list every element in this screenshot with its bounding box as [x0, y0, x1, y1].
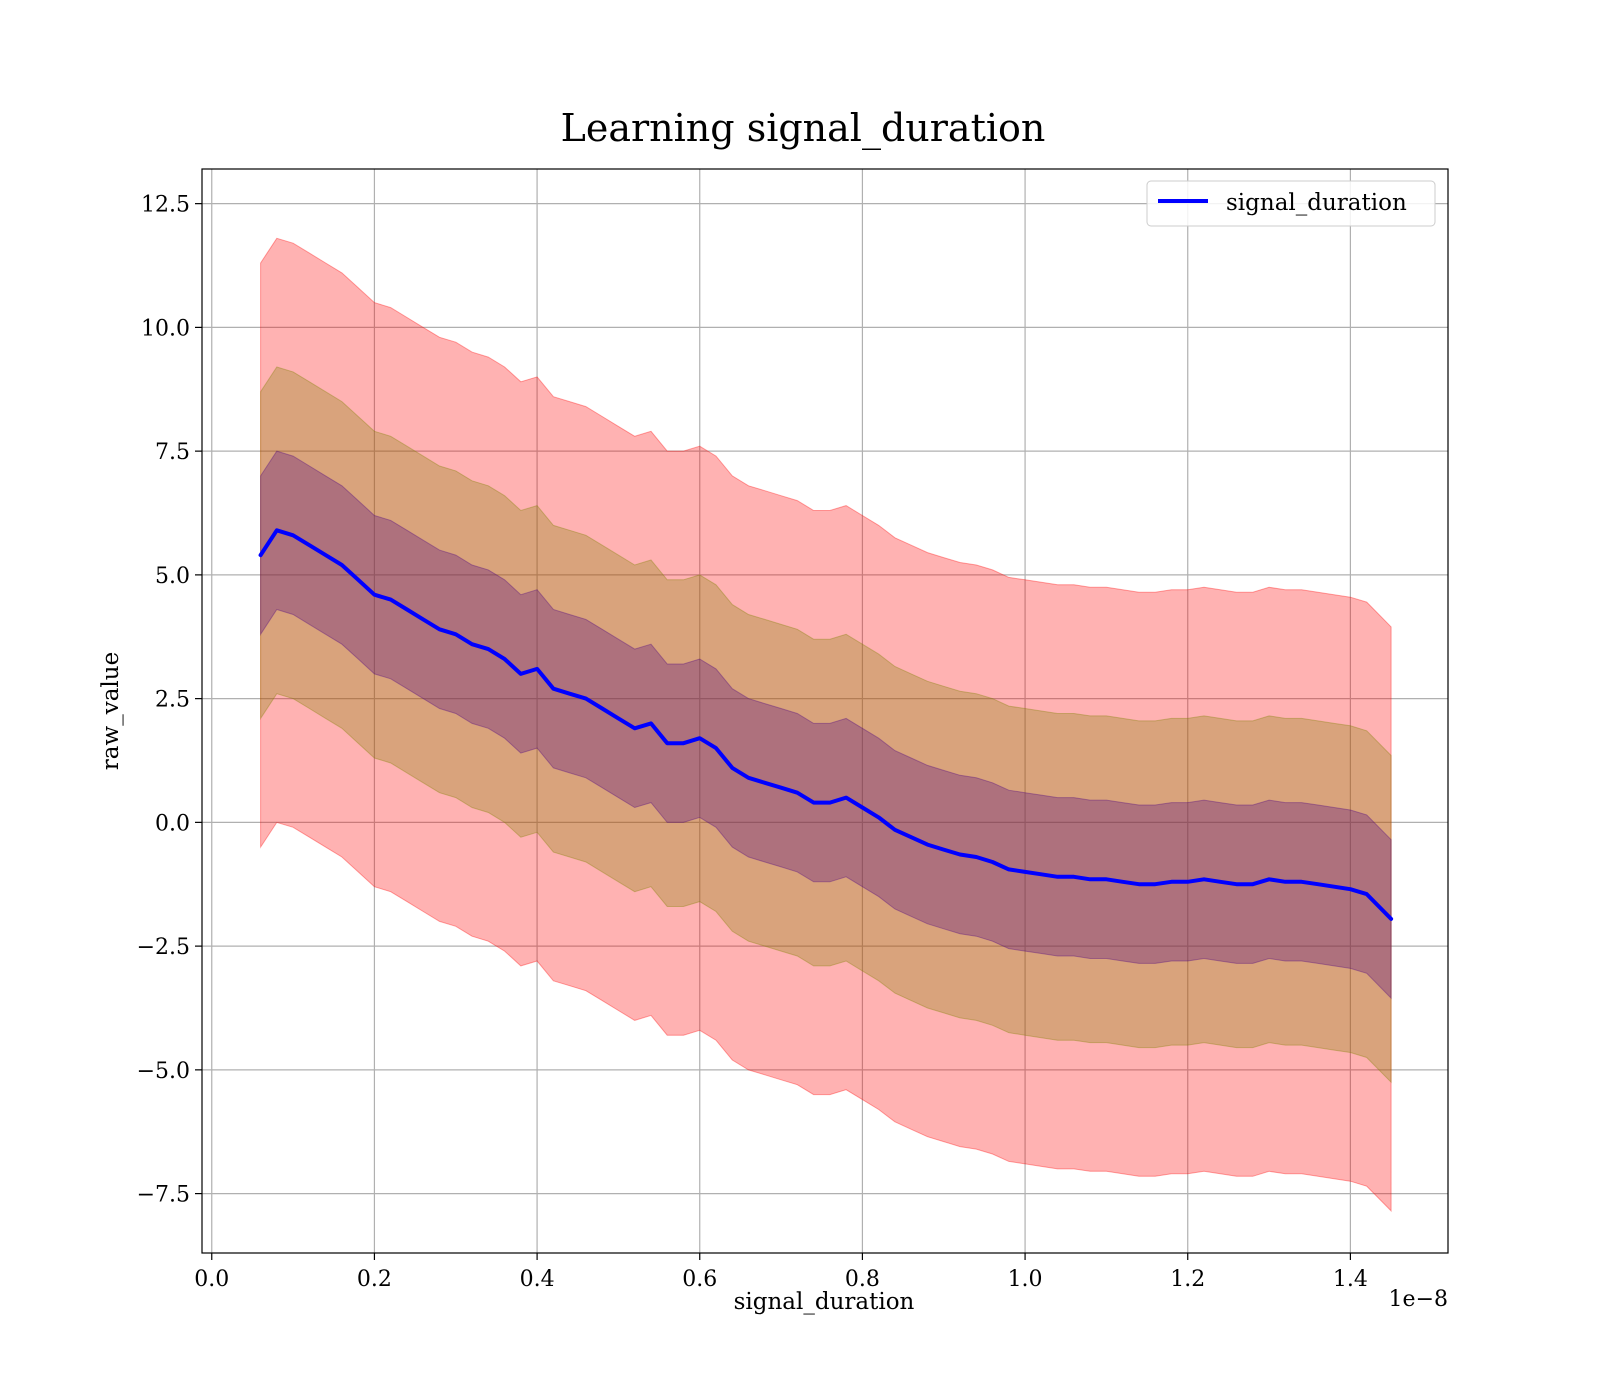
- y-tick-label: 10.0: [141, 316, 190, 341]
- x-tick-label: 1.2: [1170, 1267, 1205, 1292]
- x-axis-offset-label: 1e−8: [1389, 1287, 1448, 1312]
- series-line: [258, 528, 1394, 921]
- x-tick-label: 0.6: [682, 1267, 717, 1292]
- x-axis-label: signal_duration: [734, 1289, 915, 1315]
- y-tick-label: −5.0: [137, 1059, 190, 1084]
- y-tick-label: 12.5: [141, 193, 190, 218]
- y-tick-label: 0.0: [155, 811, 190, 836]
- y-tick-label: 7.5: [155, 440, 190, 465]
- y-tick-label: −7.5: [137, 1183, 190, 1208]
- axis-ticks: 0.0 0.2 0.4 0.6 0.8 1.0 1.2 1.4 −7.5 −5.0 −2.5 0.0 2…: [137, 193, 1368, 1292]
- y-axis-label: raw_value: [98, 652, 124, 770]
- x-tick-label: 1.4: [1333, 1267, 1368, 1292]
- x-tick-label: 0.4: [520, 1267, 555, 1292]
- x-tick-label: 0.0: [194, 1267, 229, 1292]
- plot-area-frame: [201, 168, 1449, 1254]
- chart-title: Learning signal_duration: [561, 106, 1046, 151]
- series-line-group: [258, 528, 1394, 921]
- y-tick-label: −2.5: [137, 935, 190, 960]
- band-1-std: [260, 450, 1392, 1000]
- y-tick-label: 2.5: [155, 688, 190, 713]
- x-tick-label: 1.0: [1008, 1267, 1043, 1292]
- x-tick-label: 0.8: [845, 1267, 880, 1292]
- legend: signal_duration: [1146, 180, 1436, 227]
- band-2-std: [260, 366, 1392, 1084]
- legend-label: signal_duration: [1226, 190, 1407, 216]
- grid: [202, 169, 1448, 1253]
- legend-box: [1146, 180, 1436, 227]
- y-tick-label: 5.0: [155, 564, 190, 589]
- x-tick-label: 0.2: [357, 1267, 392, 1292]
- confidence-bands: [260, 237, 1392, 1213]
- band-3-std: [260, 237, 1392, 1213]
